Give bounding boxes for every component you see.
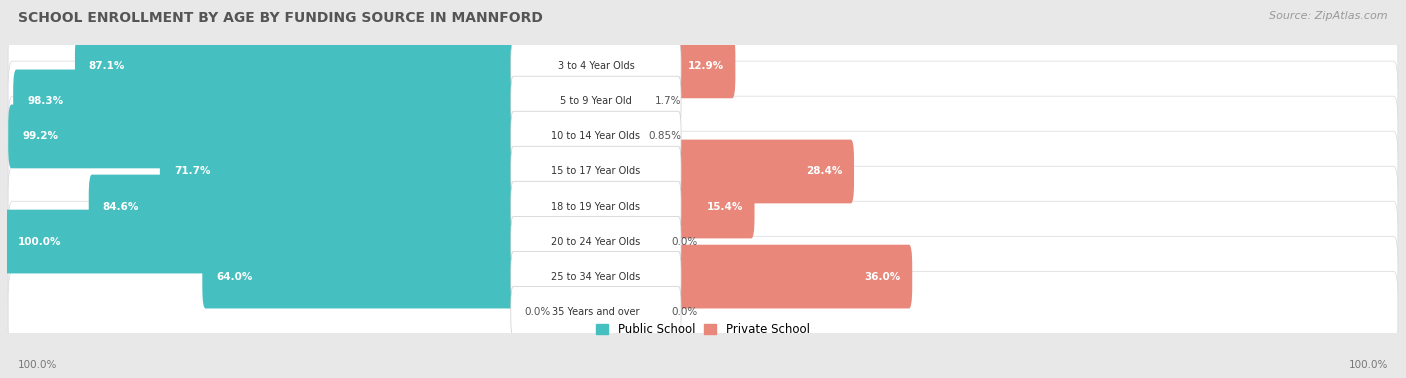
FancyBboxPatch shape	[8, 26, 1398, 107]
FancyBboxPatch shape	[8, 270, 1398, 353]
Text: 0.85%: 0.85%	[648, 132, 681, 141]
Text: 15.4%: 15.4%	[707, 201, 744, 212]
Text: 10 to 14 Year Olds: 10 to 14 Year Olds	[551, 132, 640, 141]
FancyBboxPatch shape	[510, 76, 681, 127]
FancyBboxPatch shape	[8, 95, 1398, 178]
FancyBboxPatch shape	[8, 25, 1398, 108]
Text: 12.9%: 12.9%	[688, 61, 724, 71]
Text: Source: ZipAtlas.com: Source: ZipAtlas.com	[1270, 11, 1388, 21]
FancyBboxPatch shape	[510, 216, 681, 267]
FancyBboxPatch shape	[630, 34, 735, 98]
FancyBboxPatch shape	[510, 287, 681, 337]
Text: 100.0%: 100.0%	[18, 237, 62, 246]
FancyBboxPatch shape	[510, 41, 681, 91]
FancyBboxPatch shape	[630, 245, 912, 308]
FancyBboxPatch shape	[89, 175, 561, 239]
Text: 0.0%: 0.0%	[524, 307, 550, 317]
FancyBboxPatch shape	[637, 217, 668, 266]
FancyBboxPatch shape	[630, 105, 643, 168]
FancyBboxPatch shape	[510, 181, 681, 232]
FancyBboxPatch shape	[637, 287, 668, 336]
Text: 36.0%: 36.0%	[865, 271, 901, 282]
Text: 20 to 24 Year Olds: 20 to 24 Year Olds	[551, 237, 641, 246]
Text: 64.0%: 64.0%	[217, 271, 253, 282]
Text: 99.2%: 99.2%	[22, 132, 58, 141]
Text: 25 to 34 Year Olds: 25 to 34 Year Olds	[551, 271, 641, 282]
Text: 71.7%: 71.7%	[174, 166, 211, 177]
FancyBboxPatch shape	[510, 146, 681, 197]
Text: SCHOOL ENROLLMENT BY AGE BY FUNDING SOURCE IN MANNFORD: SCHOOL ENROLLMENT BY AGE BY FUNDING SOUR…	[18, 11, 543, 25]
Legend: Public School, Private School: Public School, Private School	[592, 319, 814, 341]
Text: 0.0%: 0.0%	[671, 307, 697, 317]
Text: 3 to 4 Year Olds: 3 to 4 Year Olds	[558, 61, 634, 71]
Text: 100.0%: 100.0%	[1348, 361, 1388, 370]
FancyBboxPatch shape	[8, 105, 561, 168]
Text: 28.4%: 28.4%	[807, 166, 842, 177]
Text: 98.3%: 98.3%	[27, 96, 63, 107]
FancyBboxPatch shape	[630, 70, 650, 133]
FancyBboxPatch shape	[8, 236, 1398, 317]
Text: 87.1%: 87.1%	[89, 61, 125, 71]
FancyBboxPatch shape	[630, 175, 755, 239]
FancyBboxPatch shape	[75, 34, 561, 98]
Text: 84.6%: 84.6%	[103, 201, 139, 212]
FancyBboxPatch shape	[524, 287, 555, 336]
Text: 35 Years and over: 35 Years and over	[553, 307, 640, 317]
FancyBboxPatch shape	[160, 139, 561, 203]
FancyBboxPatch shape	[8, 61, 1398, 142]
FancyBboxPatch shape	[13, 70, 561, 133]
Text: 15 to 17 Year Olds: 15 to 17 Year Olds	[551, 166, 641, 177]
FancyBboxPatch shape	[8, 201, 1398, 282]
FancyBboxPatch shape	[8, 60, 1398, 143]
Text: 5 to 9 Year Old: 5 to 9 Year Old	[560, 96, 631, 107]
FancyBboxPatch shape	[4, 210, 561, 273]
FancyBboxPatch shape	[510, 251, 681, 302]
FancyBboxPatch shape	[8, 271, 1398, 352]
FancyBboxPatch shape	[8, 165, 1398, 248]
Text: 0.0%: 0.0%	[671, 237, 697, 246]
FancyBboxPatch shape	[8, 96, 1398, 177]
FancyBboxPatch shape	[510, 111, 681, 162]
FancyBboxPatch shape	[8, 131, 1398, 212]
FancyBboxPatch shape	[8, 200, 1398, 283]
FancyBboxPatch shape	[630, 139, 853, 203]
FancyBboxPatch shape	[8, 130, 1398, 213]
Text: 18 to 19 Year Olds: 18 to 19 Year Olds	[551, 201, 640, 212]
FancyBboxPatch shape	[202, 245, 561, 308]
Text: 100.0%: 100.0%	[18, 361, 58, 370]
FancyBboxPatch shape	[8, 235, 1398, 318]
FancyBboxPatch shape	[8, 166, 1398, 247]
Text: 1.7%: 1.7%	[654, 96, 681, 107]
